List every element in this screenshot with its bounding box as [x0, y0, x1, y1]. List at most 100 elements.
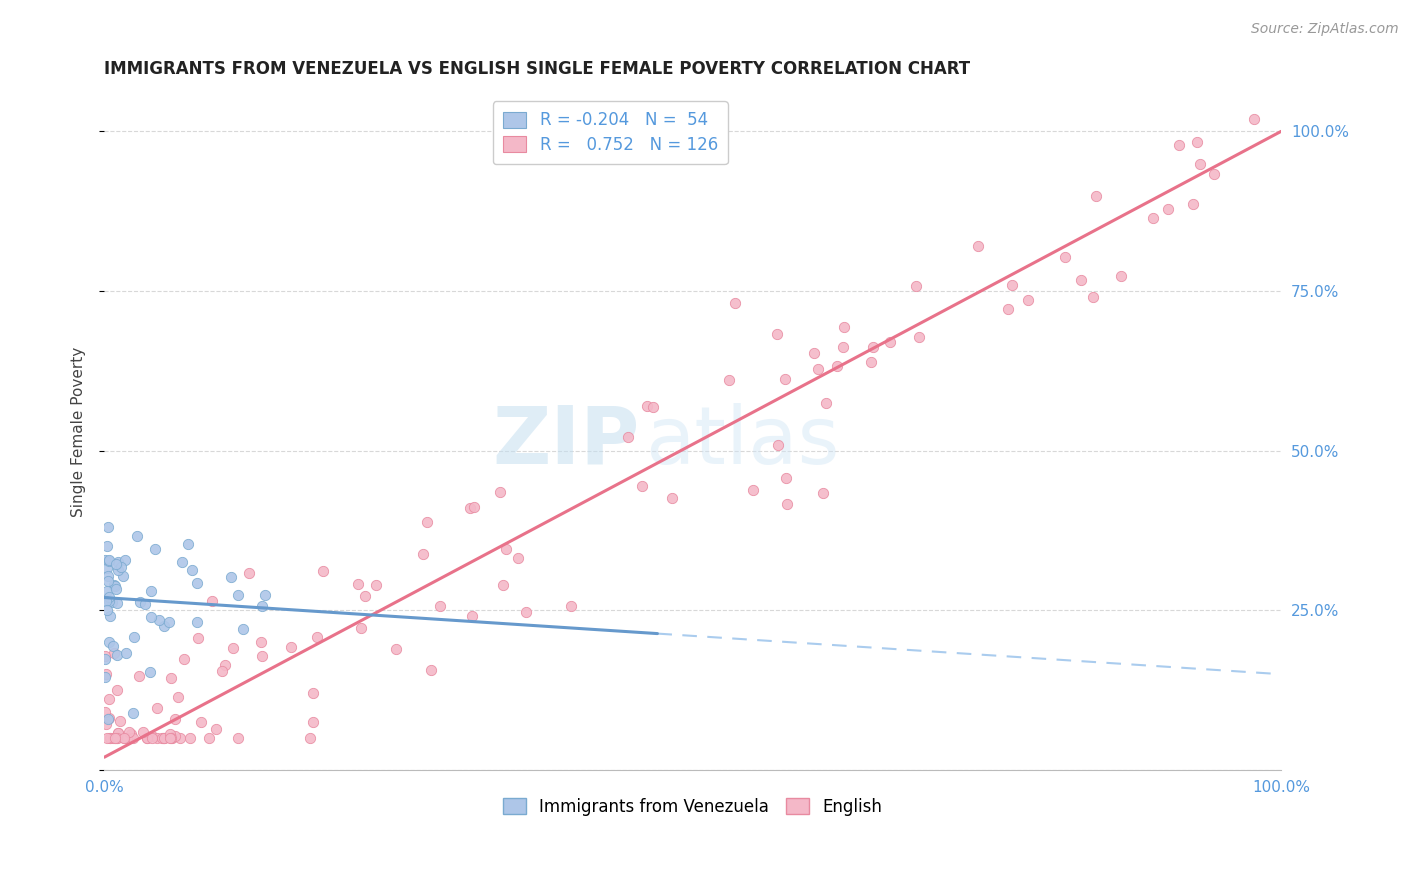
- Point: [412, 547, 434, 561]
- Point: [101, 640, 124, 654]
- Point: [1157, 202, 1180, 216]
- Point: [97, 711, 120, 725]
- Point: [165, 712, 187, 726]
- Point: [152, 731, 174, 745]
- Point: [172, 555, 194, 569]
- Point: [120, 727, 142, 741]
- Point: [146, 701, 169, 715]
- Point: [104, 731, 127, 745]
- Text: IMMIGRANTS FROM VENEZUELA VS ENGLISH SINGLE FEMALE POVERTY CORRELATION CHART: IMMIGRANTS FROM VENEZUELA VS ENGLISH SIN…: [104, 60, 970, 78]
- Point: [122, 630, 145, 644]
- Point: [105, 596, 128, 610]
- Point: [131, 724, 153, 739]
- Point: [226, 731, 249, 745]
- Point: [385, 641, 408, 656]
- Point: [169, 731, 191, 745]
- Point: [94, 717, 117, 731]
- Point: [460, 609, 482, 624]
- Point: [127, 529, 149, 543]
- Point: [135, 731, 157, 745]
- Point: [495, 541, 517, 556]
- Point: [110, 560, 132, 574]
- Point: [105, 582, 128, 596]
- Point: [115, 731, 138, 745]
- Point: [492, 578, 515, 592]
- Point: [105, 557, 128, 571]
- Point: [429, 599, 451, 613]
- Point: [98, 591, 121, 605]
- Point: [145, 731, 167, 745]
- Text: atlas: atlas: [645, 402, 839, 481]
- Point: [214, 657, 236, 672]
- Point: [98, 635, 121, 649]
- Point: [139, 665, 162, 679]
- Point: [135, 731, 157, 745]
- Legend: Immigrants from Venezuela, English: Immigrants from Venezuela, English: [496, 791, 889, 822]
- Point: [228, 588, 250, 602]
- Point: [811, 486, 834, 500]
- Point: [107, 555, 129, 569]
- Point: [107, 564, 129, 578]
- Text: ZIP: ZIP: [492, 402, 640, 481]
- Point: [157, 615, 180, 629]
- Point: [643, 400, 665, 414]
- Point: [1167, 137, 1189, 152]
- Point: [250, 599, 273, 613]
- Point: [765, 327, 787, 342]
- Point: [741, 483, 763, 497]
- Point: [96, 574, 118, 588]
- Point: [97, 692, 120, 706]
- Point: [141, 610, 163, 624]
- Point: [98, 552, 121, 566]
- Point: [350, 621, 373, 635]
- Point: [204, 722, 226, 736]
- Point: [128, 669, 150, 683]
- Point: [163, 729, 186, 743]
- Point: [107, 726, 129, 740]
- Point: [301, 715, 323, 730]
- Point: [807, 362, 830, 376]
- Point: [775, 471, 797, 485]
- Point: [179, 731, 201, 745]
- Point: [515, 605, 537, 619]
- Point: [150, 731, 173, 745]
- Point: [159, 727, 181, 741]
- Point: [143, 541, 166, 556]
- Point: [661, 491, 683, 505]
- Y-axis label: Single Female Poverty: Single Female Poverty: [72, 346, 86, 516]
- Point: [112, 731, 135, 745]
- Point: [717, 373, 740, 387]
- Point: [1202, 168, 1225, 182]
- Point: [105, 731, 128, 745]
- Point: [489, 484, 512, 499]
- Point: [879, 335, 901, 350]
- Point: [416, 515, 439, 529]
- Point: [94, 652, 117, 666]
- Point: [832, 320, 855, 334]
- Point: [105, 731, 128, 745]
- Point: [1017, 293, 1039, 307]
- Point: [96, 594, 118, 608]
- Point: [347, 577, 370, 591]
- Point: [506, 551, 529, 566]
- Point: [153, 731, 176, 745]
- Point: [1182, 196, 1205, 211]
- Point: [105, 648, 128, 663]
- Point: [1243, 112, 1265, 126]
- Point: [458, 500, 481, 515]
- Point: [96, 583, 118, 598]
- Point: [97, 569, 120, 583]
- Point: [96, 540, 118, 554]
- Point: [94, 667, 117, 681]
- Point: [997, 302, 1019, 317]
- Point: [1085, 188, 1108, 202]
- Point: [96, 731, 118, 745]
- Point: [252, 648, 274, 663]
- Point: [366, 578, 388, 592]
- Point: [96, 603, 118, 617]
- Point: [312, 564, 335, 578]
- Point: [112, 569, 135, 583]
- Point: [1054, 251, 1077, 265]
- Point: [211, 664, 233, 678]
- Point: [98, 731, 121, 745]
